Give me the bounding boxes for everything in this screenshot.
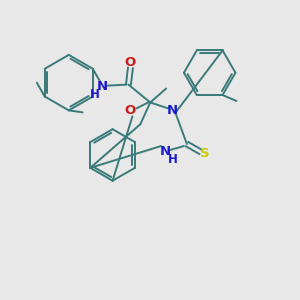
Text: H: H (90, 88, 100, 101)
Text: O: O (125, 56, 136, 69)
Text: N: N (97, 80, 108, 93)
Text: S: S (200, 148, 209, 160)
Text: N: N (167, 104, 178, 117)
Text: N: N (160, 146, 171, 158)
Text: H: H (168, 153, 178, 167)
Text: O: O (125, 104, 136, 117)
